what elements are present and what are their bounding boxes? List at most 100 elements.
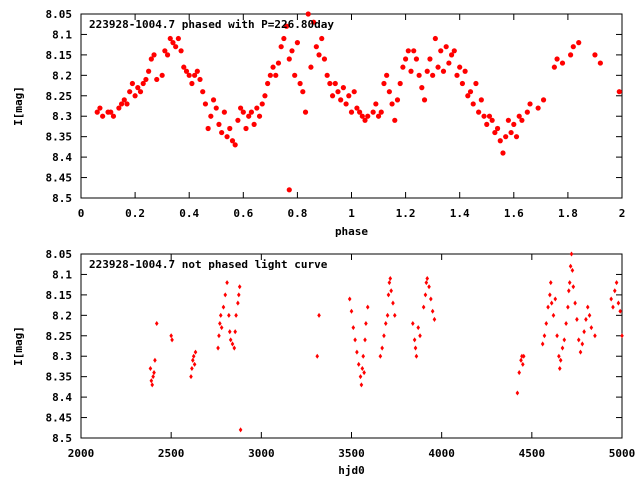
phased-data-point	[289, 48, 295, 54]
phased-data-point	[100, 113, 106, 119]
phased-data-point	[173, 44, 179, 50]
phased-data-point	[370, 109, 376, 115]
unphased-data-point	[152, 370, 156, 376]
phased-data-point	[248, 109, 255, 115]
unphased-data-point	[416, 325, 421, 331]
phased-data-point	[400, 64, 406, 70]
phased-data-point	[200, 89, 206, 95]
unphased-data-point	[620, 333, 624, 339]
phased-data-point	[535, 105, 541, 111]
unphased-data-point	[315, 353, 320, 359]
phased-data-point	[497, 138, 503, 144]
phased-data-point	[351, 89, 357, 95]
unphased-data-point	[566, 304, 570, 310]
phased-data-point	[319, 35, 325, 42]
unphased-data-point	[548, 292, 552, 298]
unphased-data-point	[383, 320, 388, 327]
phased-data-point	[108, 109, 114, 115]
unphased-data-point	[360, 365, 365, 372]
unphased-data-point	[571, 284, 576, 290]
unphased-data-point	[223, 292, 228, 298]
phased-x-tick-label: 1.2	[396, 207, 416, 220]
phased-data-point	[386, 89, 392, 95]
phased-x-ticks: 0 0.2 0.4 0.6 0.8 1 1.2 1.4 1.6 1.8 2	[78, 14, 626, 220]
unphased-data-point	[349, 308, 354, 314]
phased-data-point	[397, 80, 403, 87]
phased-data-point	[251, 121, 257, 127]
unphased-data-point	[521, 361, 525, 367]
phased-data-point	[489, 117, 495, 123]
phased-data-point	[470, 101, 476, 107]
phased-data-point	[297, 80, 303, 87]
phased-data-point	[505, 117, 511, 123]
phased-data-point	[259, 101, 265, 107]
unphased-x-tick-label: 4500	[519, 447, 546, 460]
phased-data-point	[305, 11, 311, 17]
phased-data-point	[227, 125, 233, 132]
unphased-data-point	[578, 349, 583, 355]
unphased-data-point	[361, 353, 366, 359]
unphased-data-point	[567, 288, 571, 294]
unphased-data-point	[218, 320, 222, 327]
phased-data-point	[511, 121, 517, 127]
unphased-y-tick-label: 8.2	[52, 309, 72, 322]
phased-data-point	[110, 113, 117, 119]
phased-data-point	[221, 109, 227, 115]
phased-data-point	[570, 44, 576, 50]
phased-data-point	[256, 113, 263, 119]
phased-data-point	[405, 48, 411, 54]
unphased-data-point	[413, 345, 418, 351]
phased-x-tick-label: 2	[619, 207, 626, 220]
unphased-data-point	[387, 280, 392, 286]
unphased-data-point	[616, 300, 621, 306]
phased-data-point	[457, 64, 463, 70]
unphased-data-point	[517, 370, 522, 376]
phased-data-point	[375, 113, 382, 119]
unphased-data-point	[424, 280, 429, 286]
phased-data-point	[467, 89, 474, 95]
phased-data-point	[283, 23, 290, 29]
phased-data-point	[559, 60, 566, 66]
unphased-data-point	[150, 382, 155, 388]
unphased-data-point	[228, 337, 233, 343]
phased-data-point	[340, 85, 346, 91]
unphased-data-point	[425, 276, 430, 282]
phased-data-point	[240, 109, 246, 115]
phased-x-tick-label: 0.6	[233, 207, 253, 220]
unphased-data-point	[227, 312, 231, 318]
unphased-data-point	[237, 284, 242, 290]
phased-data-point	[308, 64, 314, 70]
phased-data-point	[97, 105, 103, 111]
phased-data-point	[554, 56, 560, 62]
unphased-data-point	[382, 333, 386, 339]
phased-data-point	[413, 56, 420, 62]
phased-data-point	[503, 134, 509, 140]
unphased-data-point	[421, 304, 426, 310]
unphased-data-point	[358, 374, 363, 380]
unphased-y-tick-label: 8.15	[46, 289, 73, 302]
phased-data-point	[127, 89, 133, 95]
unphased-data-point	[170, 337, 174, 343]
phased-data-point	[146, 68, 152, 74]
phased-data-point	[181, 64, 187, 70]
phased-data-point	[592, 52, 598, 58]
unphased-data-point	[169, 333, 173, 339]
phased-data-point	[294, 40, 300, 46]
unphased-data-point	[542, 333, 547, 339]
phased-data-point	[597, 60, 603, 66]
phased-data-point	[151, 52, 157, 58]
phased-data-point	[392, 117, 398, 123]
unphased-data-point	[564, 320, 568, 327]
unphased-data-point	[191, 357, 195, 363]
phased-data-point	[194, 68, 200, 74]
phased-data-point	[292, 72, 298, 78]
unphased-data-point	[189, 374, 193, 380]
phased-data-point	[500, 150, 506, 156]
phased-data-point	[235, 117, 241, 123]
unphased-x-tick-label: 3500	[338, 447, 365, 460]
phased-data-point	[454, 72, 460, 78]
unphased-data-point	[234, 312, 238, 318]
unphased-data-point	[362, 370, 366, 376]
unphased-data-point	[570, 267, 575, 273]
phased-data-point	[205, 125, 211, 132]
